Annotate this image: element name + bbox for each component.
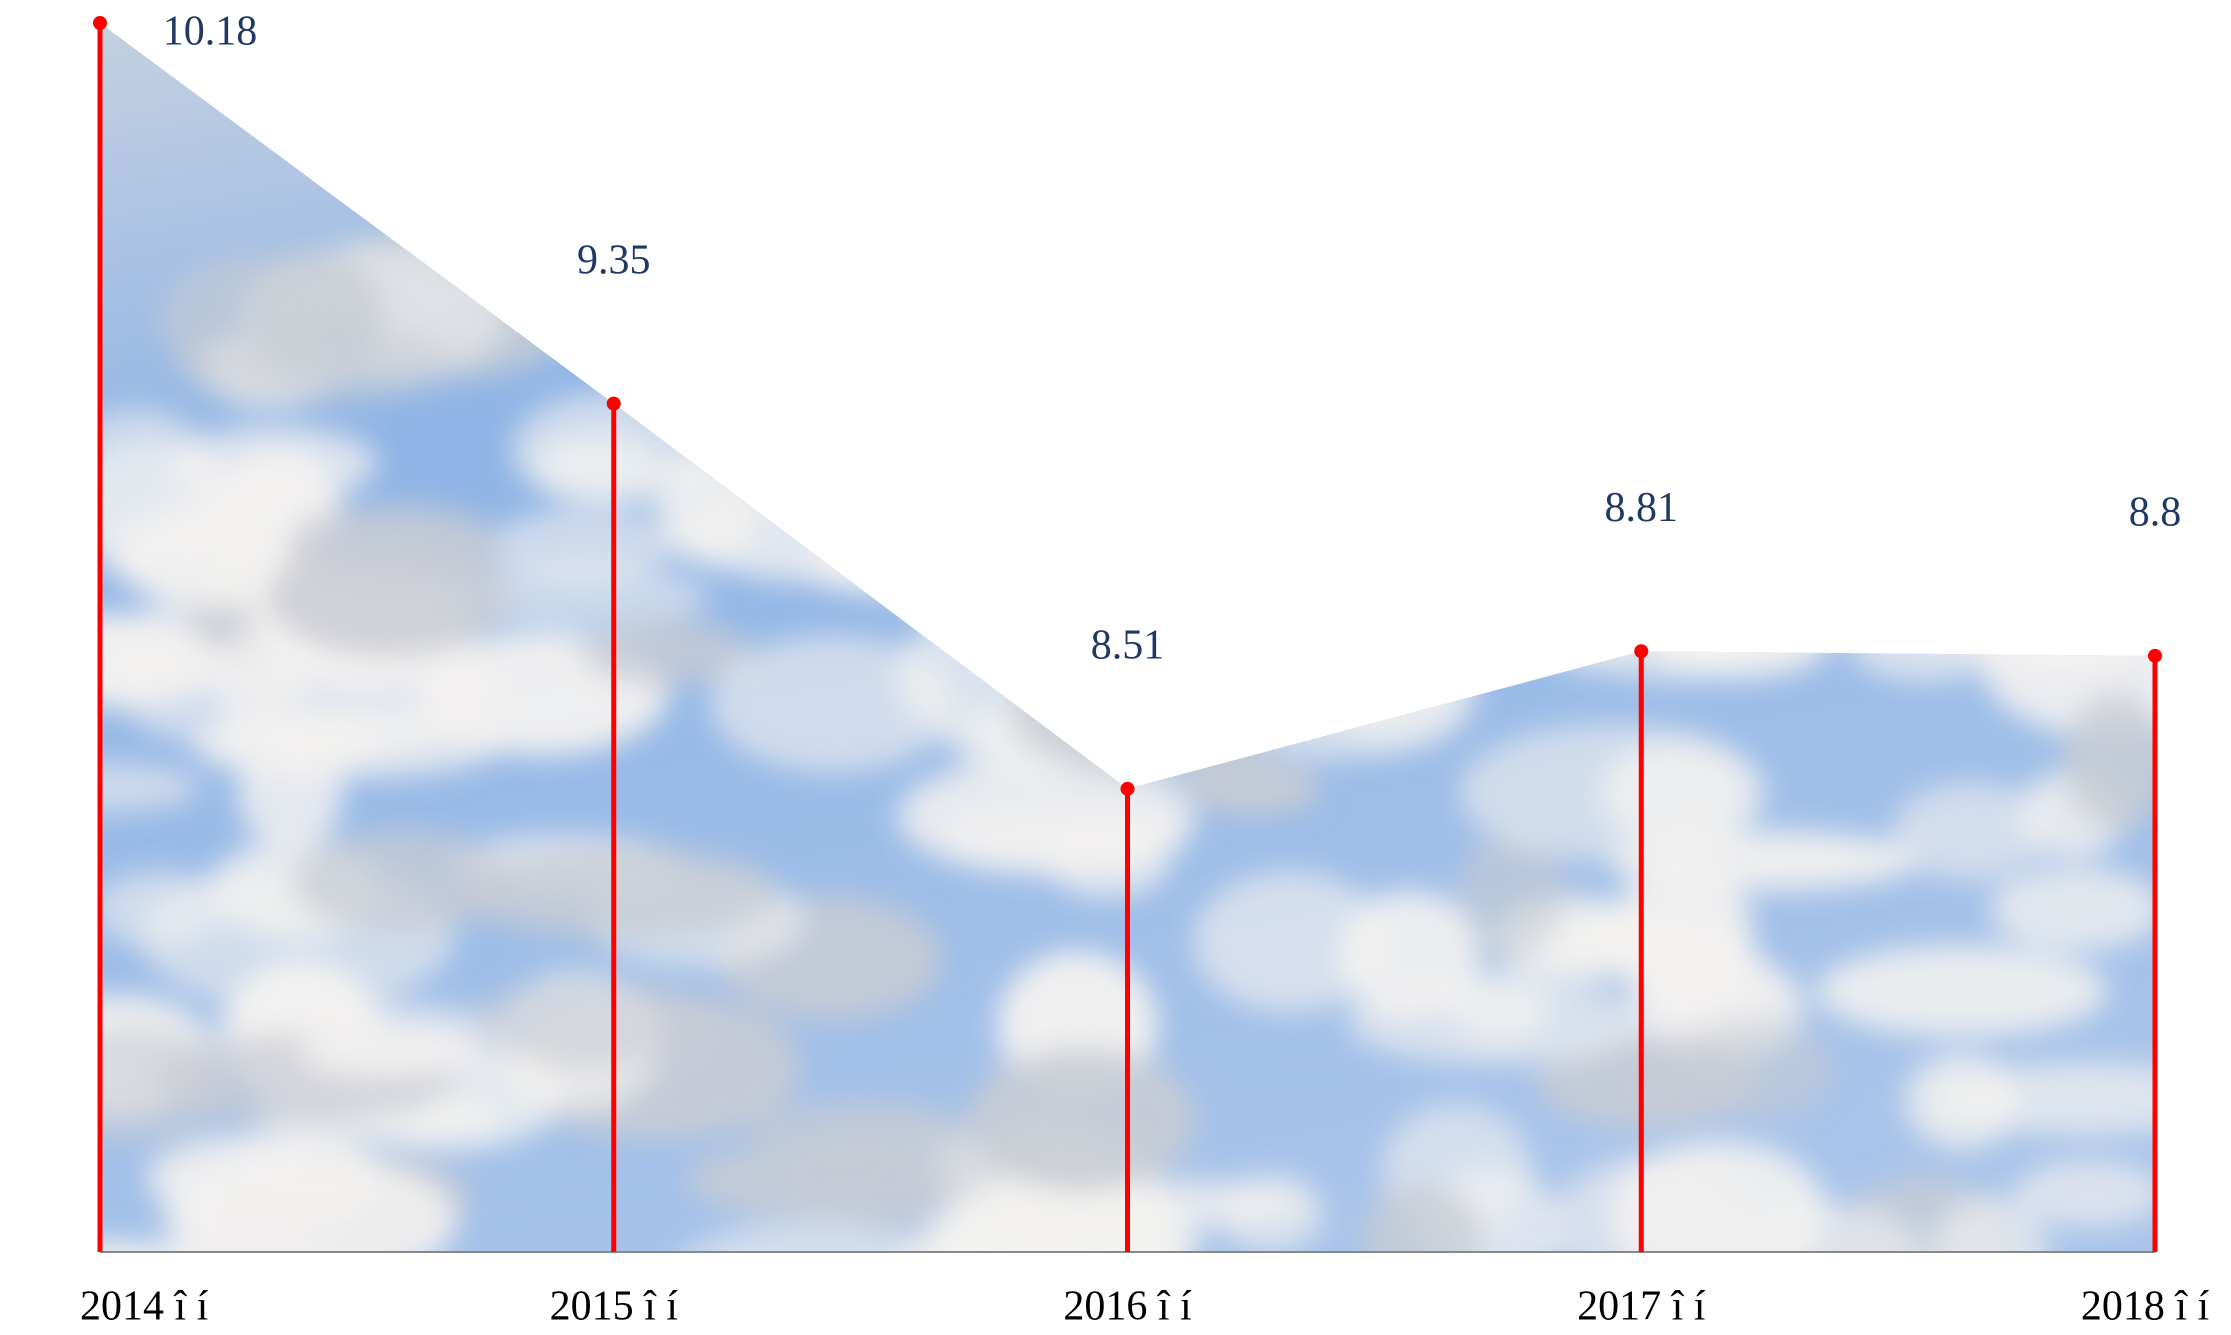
cloud bbox=[1853, 358, 2110, 476]
cloud bbox=[922, 1199, 1168, 1252]
cloud bbox=[1346, 979, 1648, 1065]
cloud bbox=[1312, 598, 1479, 744]
cloud bbox=[237, 741, 344, 848]
cloud bbox=[747, 1098, 958, 1162]
cloud bbox=[1562, 327, 1750, 406]
cloud bbox=[1155, 457, 1385, 574]
cloud bbox=[2063, 694, 2155, 830]
cloud bbox=[459, 846, 778, 940]
cloud bbox=[752, 358, 946, 411]
cloud bbox=[1009, 650, 1286, 777]
data-point bbox=[1120, 781, 1135, 796]
cloud bbox=[1280, 520, 1479, 589]
cloud bbox=[164, 1154, 457, 1252]
cloud bbox=[1903, 545, 2155, 662]
cloud bbox=[1121, 443, 1407, 523]
cloud bbox=[1034, 302, 1196, 402]
cloud bbox=[179, 471, 314, 573]
cloud bbox=[1855, 368, 2045, 442]
cloud bbox=[1383, 294, 1679, 349]
cloud bbox=[2014, 1159, 2155, 1228]
cloud bbox=[968, 483, 1119, 577]
cloud bbox=[100, 871, 223, 947]
cloud bbox=[1346, 339, 1556, 414]
cloud bbox=[1607, 830, 1920, 891]
cloud bbox=[292, 828, 511, 934]
cloud bbox=[1812, 434, 2119, 561]
cloud bbox=[491, 508, 674, 585]
cloud bbox=[1989, 867, 2155, 951]
cloud bbox=[1967, 261, 2137, 343]
cloud bbox=[919, 513, 1192, 590]
cloud bbox=[1732, 1203, 1922, 1252]
cloud bbox=[298, 1025, 476, 1078]
cloud bbox=[1892, 782, 2048, 881]
x-tick-label: 2015 î í bbox=[550, 1284, 679, 1330]
x-tick-label: 2018 î í bbox=[2081, 1284, 2210, 1330]
cloud bbox=[1624, 1033, 1755, 1122]
cloud bbox=[847, 322, 1162, 429]
cloud bbox=[1205, 644, 1473, 760]
data-point bbox=[606, 396, 621, 411]
cloud bbox=[1680, 366, 1807, 502]
cloud bbox=[1258, 478, 1529, 596]
cloud bbox=[969, 1048, 1195, 1192]
data-label: 10.18 bbox=[163, 9, 258, 55]
cloud bbox=[944, 805, 1194, 866]
cloud bbox=[582, 619, 753, 686]
cloud bbox=[911, 529, 1221, 655]
cloud bbox=[656, 446, 759, 565]
cloud bbox=[1458, 723, 1769, 861]
data-point bbox=[93, 16, 107, 30]
cloud bbox=[1376, 383, 1665, 484]
cloud bbox=[673, 1221, 953, 1252]
cloud bbox=[673, 370, 925, 439]
cloud bbox=[722, 265, 837, 390]
cloud bbox=[1904, 1052, 2020, 1150]
cloud bbox=[1419, 417, 1564, 520]
data-label: 8.8 bbox=[2129, 489, 2182, 535]
cloud bbox=[1362, 1182, 1483, 1252]
cloud bbox=[710, 635, 956, 773]
cloud bbox=[176, 326, 458, 401]
cloud bbox=[288, 504, 501, 582]
data-label: 8.81 bbox=[1605, 485, 1679, 531]
cloud bbox=[473, 977, 713, 1068]
cloud bbox=[1294, 652, 1414, 717]
cloud bbox=[1456, 830, 1566, 960]
cloud bbox=[802, 545, 1033, 597]
data-label: 8.51 bbox=[1091, 622, 1165, 668]
x-tick-label: 2017 î í bbox=[1577, 1284, 1706, 1330]
data-point bbox=[1634, 644, 1649, 659]
x-tick-label: 2014 î í bbox=[80, 1284, 209, 1330]
cloud bbox=[1586, 619, 1752, 683]
cloud bbox=[687, 1142, 952, 1219]
cloud bbox=[1889, 531, 1995, 598]
cloud bbox=[947, 416, 1155, 498]
cloud bbox=[1929, 1195, 2050, 1252]
cloud bbox=[970, 344, 1081, 436]
cloud bbox=[1182, 759, 1322, 815]
cloud bbox=[1848, 607, 2003, 682]
x-tick-label: 2016 î í bbox=[1063, 1284, 1192, 1330]
cloud bbox=[1536, 570, 1643, 670]
cloud bbox=[1792, 259, 1900, 403]
cloud bbox=[1287, 355, 1477, 417]
cloud bbox=[1549, 1156, 1749, 1252]
cloud bbox=[1957, 354, 2155, 412]
cloud bbox=[1157, 566, 1292, 695]
cloud bbox=[1146, 586, 1437, 694]
data-label: 9.35 bbox=[577, 237, 651, 283]
cloud bbox=[1192, 870, 1388, 1013]
cloud bbox=[1718, 432, 1894, 525]
data-point bbox=[2148, 648, 2162, 663]
cloud bbox=[1816, 945, 2108, 1037]
cloud bbox=[1411, 506, 1550, 656]
cloud bbox=[1611, 862, 1754, 1009]
